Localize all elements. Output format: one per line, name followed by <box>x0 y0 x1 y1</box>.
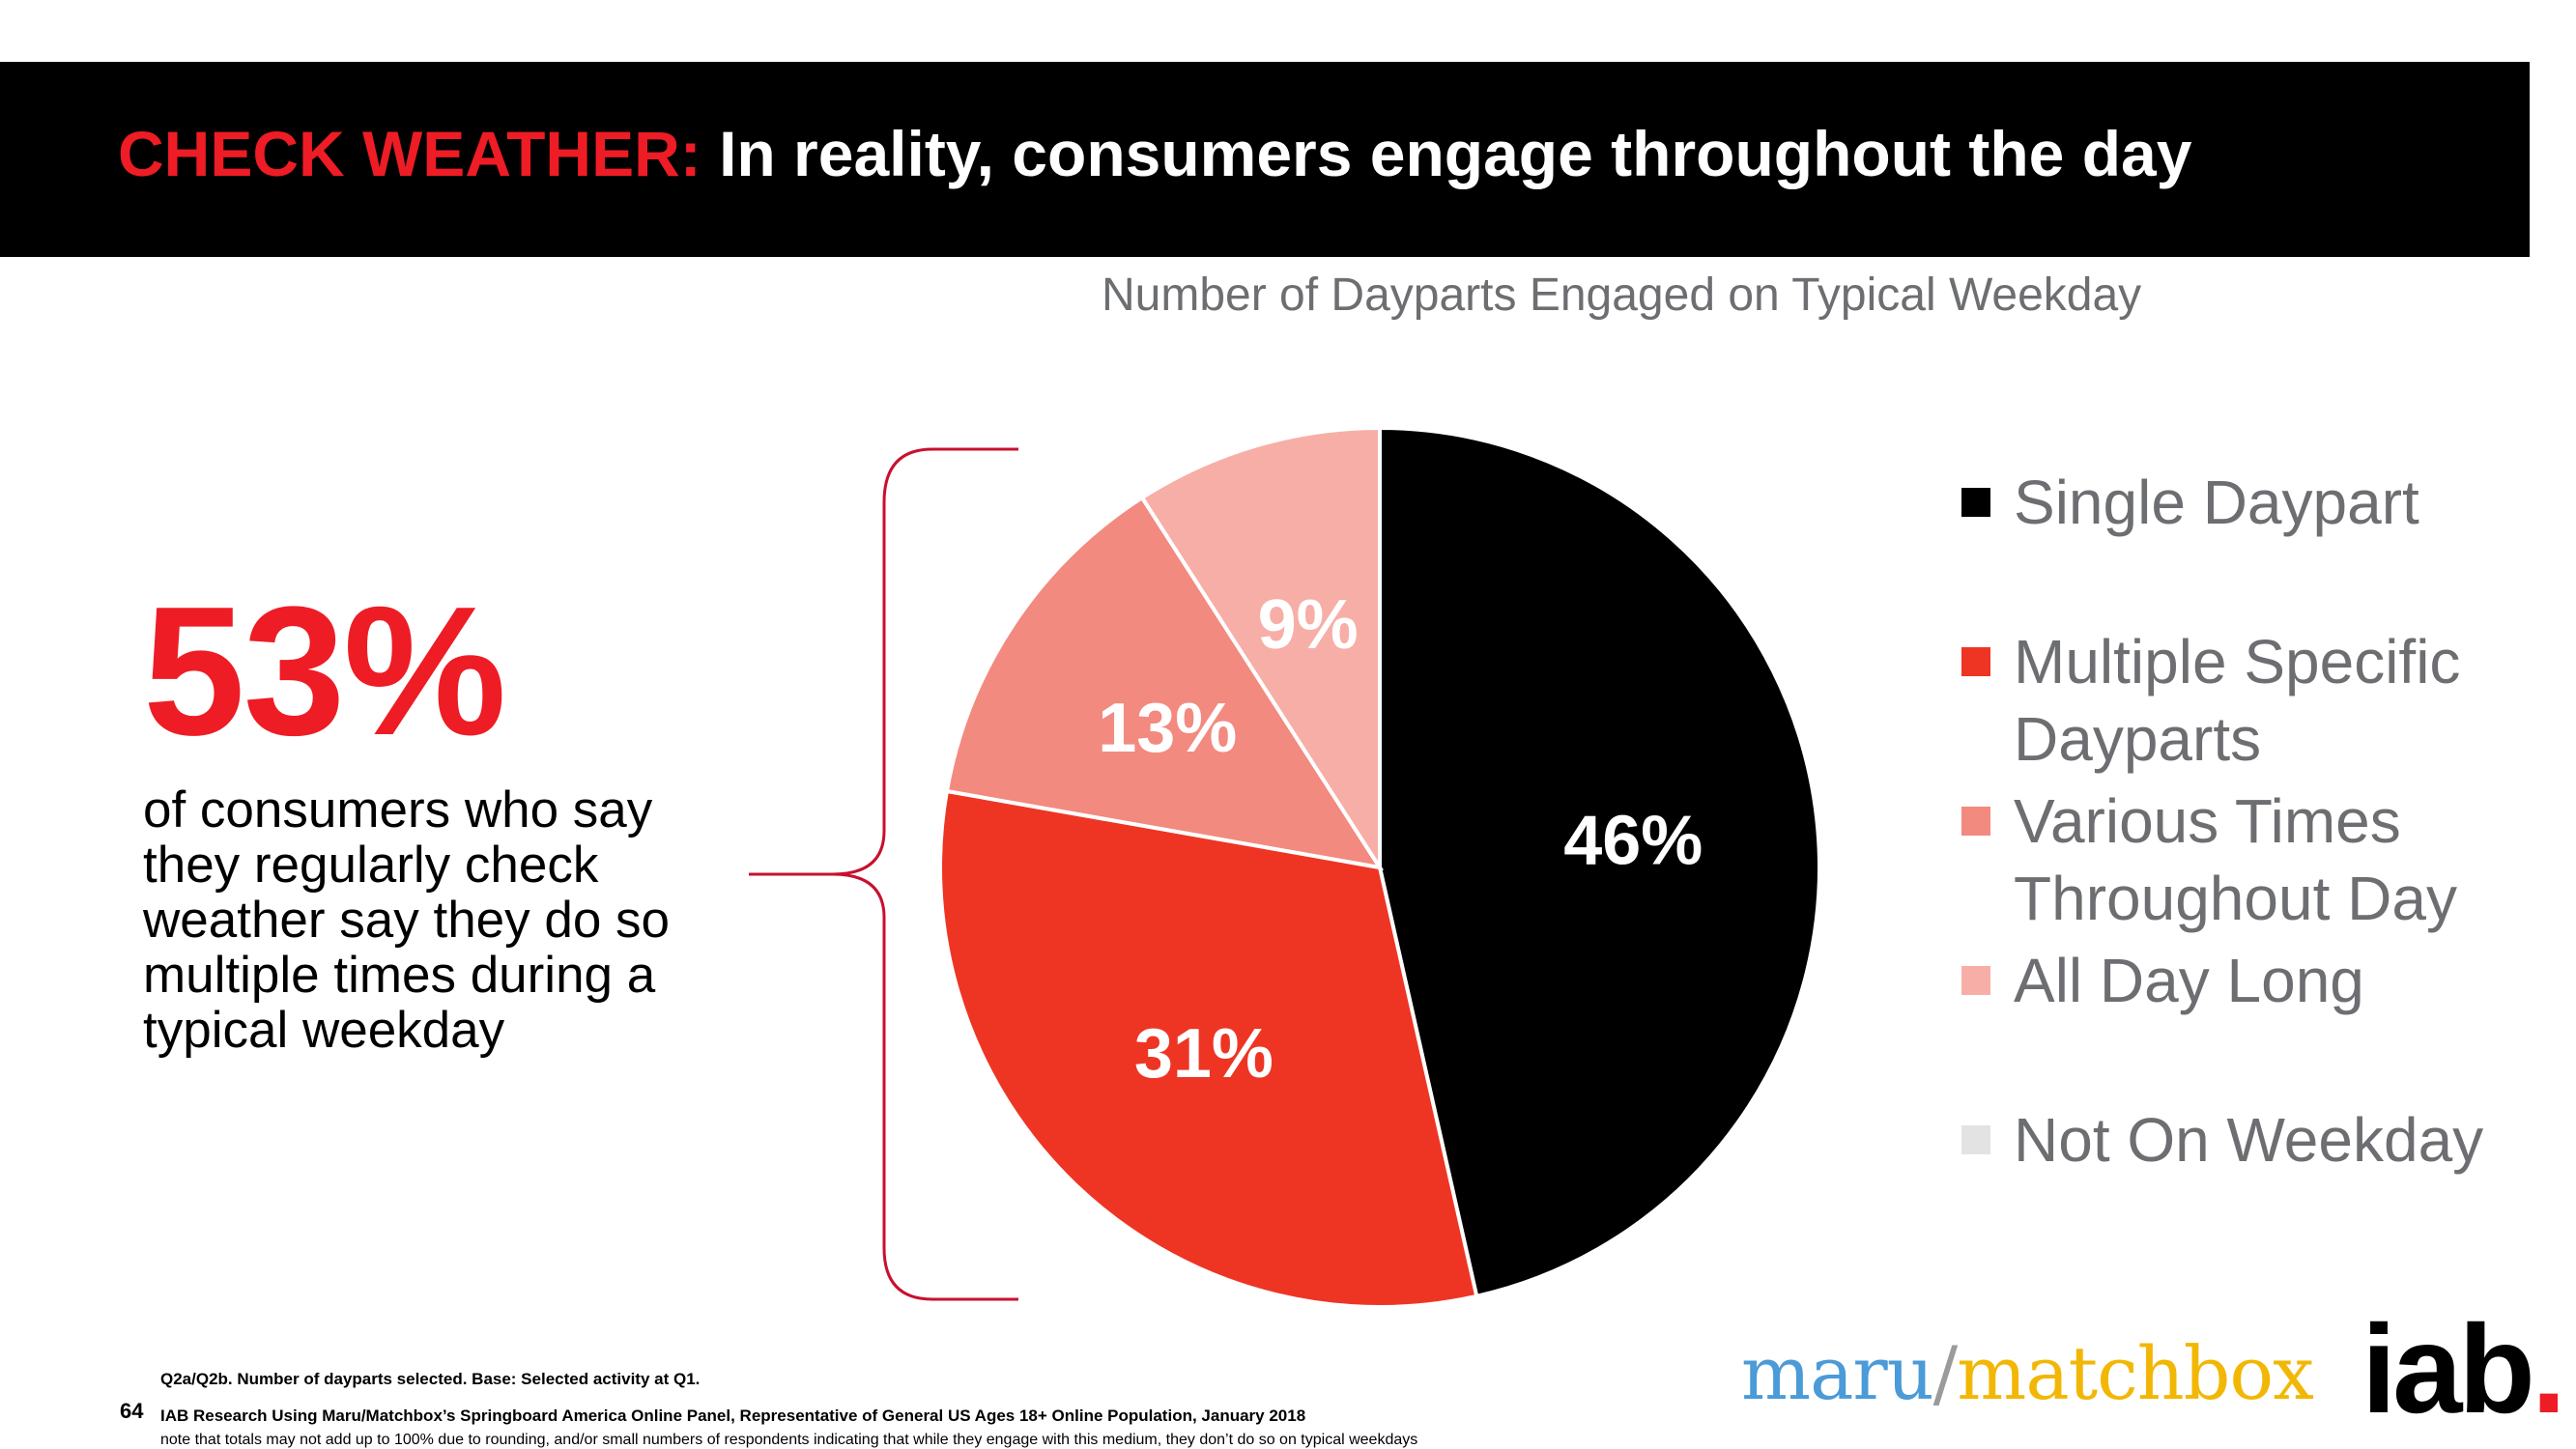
footnote-source: IAB Research Using Maru/Matchbox’s Sprin… <box>160 1406 1306 1425</box>
title-highlight: CHECK WEATHER: <box>118 118 701 189</box>
callout-bracket <box>749 447 1018 1301</box>
logo-maru-text: maru <box>1741 1330 1934 1416</box>
pie-label-all-day-long: 9% <box>1258 586 1359 664</box>
legend-swatch <box>1961 488 1990 517</box>
logo-iab-text: iab <box>2361 1298 2535 1439</box>
legend-label-line: Various Times <box>2014 786 2401 856</box>
big-stat-number: 53% <box>143 569 506 774</box>
legend-swatch <box>1961 966 1990 995</box>
logo-iab-dot: . <box>2531 1298 2566 1439</box>
legend-label-line: Throughout Day <box>2014 864 2457 933</box>
legend-label: Single Daypart <box>2014 464 2419 541</box>
legend-label: All Day Long <box>2014 942 2364 1019</box>
logo-matchbox-text: matchbox <box>1957 1330 2314 1416</box>
iab-logo: iab. <box>2361 1306 2566 1432</box>
legend-label: Various Times Throughout Day <box>2014 782 2457 937</box>
legend-label-line: Not On Weekday <box>2014 1105 2484 1175</box>
page-number: 64 <box>120 1399 144 1423</box>
maru-matchbox-logo: maru/matchbox <box>1741 1337 2314 1410</box>
legend-swatch <box>1961 1125 1990 1154</box>
legend-swatch <box>1961 647 1990 676</box>
pie-slice-all-day-long <box>1139 425 1382 874</box>
pie-label-multiple-specific-dayparts: 31% <box>1134 1015 1274 1093</box>
slide-title: CHECK WEATHER: In reality, consumers eng… <box>118 122 2191 185</box>
pie-slice-single-daypart <box>1378 425 1821 1299</box>
pie-label-single-daypart: 46% <box>1563 803 1703 880</box>
footnote-question: Q2a/Q2b. Number of dayparts selected. Ba… <box>160 1370 701 1388</box>
legend-swatch <box>1961 807 1990 836</box>
legend-label-line: Dayparts <box>2014 704 2262 774</box>
pie-label-various-times-throughout-day: 13% <box>1098 690 1237 767</box>
legend-label: Not On Weekday <box>2014 1101 2483 1179</box>
legend-label-line: Single Daypart <box>2014 468 2419 537</box>
pie-slice-multiple-specific-dayparts <box>938 788 1479 1309</box>
legend-label-line: All Day Long <box>2014 946 2364 1015</box>
logo-slash: / <box>1932 1330 1959 1416</box>
stat-description: of consumers who say they regularly chec… <box>143 781 671 1059</box>
legend-label: Multiple Specific Dayparts <box>2014 623 2460 778</box>
pie-slice-various-times-throughout-day <box>944 495 1385 870</box>
footnote-note: note that totals may not add up to 100% … <box>160 1432 1418 1448</box>
title-text: In reality, consumers engage throughout … <box>701 118 2192 189</box>
chart-title: Number of Dayparts Engaged on Typical We… <box>1102 270 2142 321</box>
legend-label-line: Multiple Specific <box>2014 627 2461 696</box>
header-bar <box>0 62 2530 257</box>
